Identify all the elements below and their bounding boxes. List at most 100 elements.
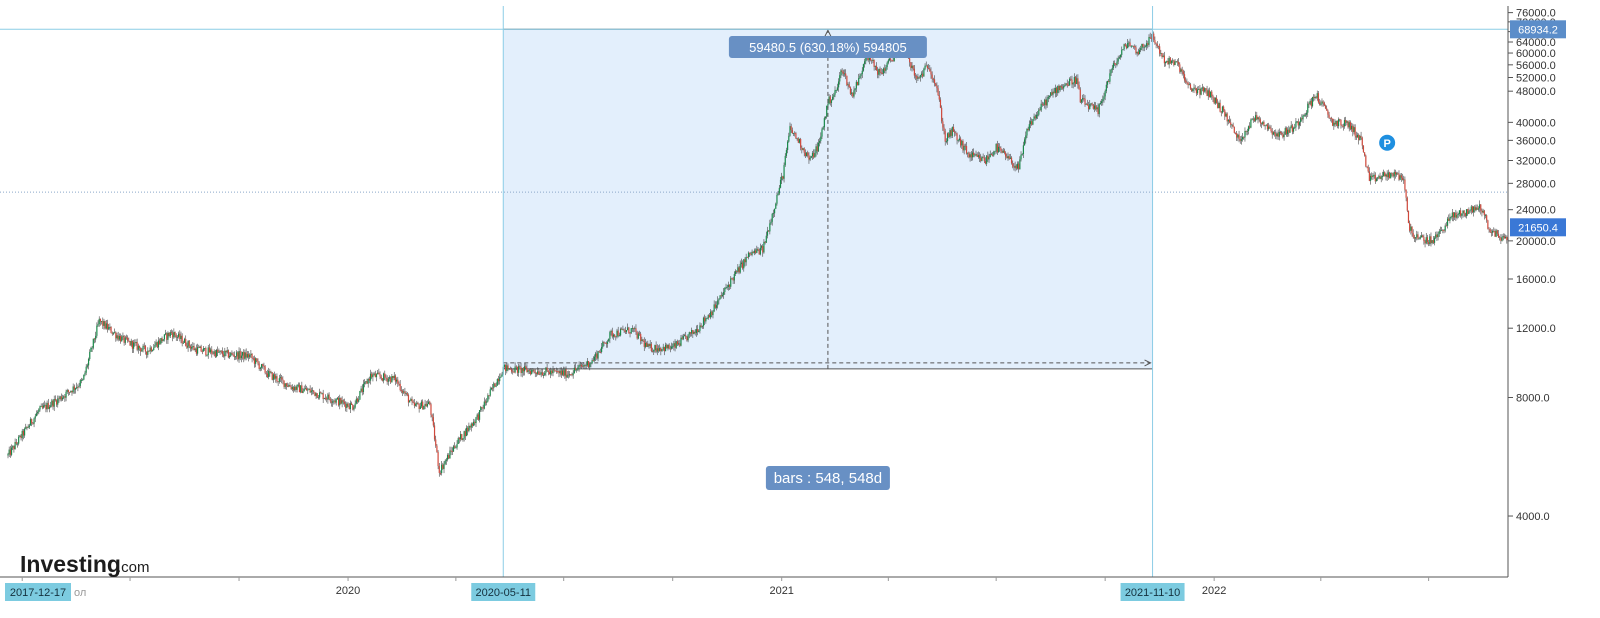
candle-body (572, 373, 574, 376)
candle-body (654, 345, 656, 351)
candle-body (1215, 97, 1218, 104)
candle-body (564, 369, 566, 376)
candle-body (1183, 74, 1186, 81)
candle-body (1217, 103, 1219, 109)
candle-body (1079, 89, 1081, 103)
candle-body (557, 371, 559, 372)
candle-body (1019, 159, 1021, 170)
candle-body (834, 90, 836, 95)
candle-body (941, 107, 943, 122)
candle-body (132, 342, 135, 349)
candle-body (154, 344, 156, 348)
candle-body (688, 332, 690, 335)
candle-body (143, 345, 145, 347)
candle-body (1446, 218, 1449, 226)
candle-body (785, 150, 788, 156)
candle-body (779, 179, 782, 188)
candle-body (589, 364, 591, 368)
candle-body (1494, 231, 1496, 237)
candle-body (1268, 126, 1270, 130)
candle-body (714, 304, 716, 308)
candle-body (821, 129, 823, 137)
candle-body (198, 347, 200, 349)
candle-body (830, 100, 833, 103)
candle-body (445, 459, 447, 461)
candle-body (381, 378, 384, 381)
candle-body (179, 333, 181, 340)
candle-body (255, 358, 257, 364)
candle-body (69, 391, 71, 393)
candle-body (1135, 47, 1137, 54)
candle-body (16, 443, 19, 445)
candle-body (678, 343, 680, 345)
candle-body (1439, 230, 1442, 232)
candle-body (931, 74, 933, 79)
candle-body (963, 145, 965, 151)
candle-body (1164, 61, 1167, 64)
candle-body (272, 374, 275, 380)
candle-body (103, 321, 105, 326)
candle-body (809, 157, 811, 160)
candle-body (393, 375, 395, 379)
candle-body (93, 338, 96, 340)
candle-body (345, 403, 347, 408)
candle-body (240, 355, 243, 359)
candle-body (491, 387, 494, 389)
candle-body (1400, 175, 1402, 178)
candle-body (510, 369, 513, 372)
candle-body (365, 381, 367, 383)
candle-body (50, 405, 52, 407)
candle-body (772, 213, 775, 215)
candle-body (646, 342, 648, 347)
candle-body (207, 347, 209, 356)
candle-body (257, 360, 259, 364)
candle-body (1300, 118, 1302, 123)
candle-body (146, 351, 148, 355)
candle-body (618, 335, 620, 337)
candle-body (443, 463, 445, 469)
candle-body (313, 390, 315, 392)
candle-body (18, 436, 20, 444)
candle-body (705, 318, 707, 322)
candle-body (227, 350, 229, 358)
candle-body (647, 344, 649, 347)
candle-body (308, 388, 310, 390)
candle-body (374, 373, 376, 378)
candle-body (61, 397, 64, 400)
candle-body (380, 376, 382, 379)
candle-body (700, 325, 702, 327)
candle-body (1016, 163, 1019, 169)
candle-body (788, 135, 790, 142)
candle-body (977, 155, 979, 157)
candle-body (423, 405, 425, 410)
candle-body (841, 70, 843, 72)
candle-body (832, 96, 834, 101)
candle-body (398, 383, 400, 385)
candle-body (612, 334, 615, 337)
candle-body (460, 434, 462, 440)
candle-body (692, 330, 694, 334)
candle-body (123, 335, 125, 343)
candle-body (41, 406, 43, 408)
candle-body (375, 374, 378, 378)
candle-body (390, 377, 392, 383)
candle-body (777, 193, 779, 195)
candle-body (752, 251, 754, 253)
candle-body (63, 396, 65, 398)
candle-body (611, 330, 613, 337)
candle-body (1141, 43, 1143, 49)
candle-body (989, 154, 991, 158)
candle-body (865, 56, 867, 62)
candle-body (791, 130, 793, 134)
candle-body (991, 154, 994, 156)
candle-body (720, 295, 722, 297)
candle-body (559, 370, 561, 374)
candle-body (1082, 98, 1084, 100)
candle-body (1384, 172, 1386, 177)
candle-body (893, 56, 895, 62)
candle-body (204, 348, 206, 349)
candle-body (988, 157, 990, 160)
candle-body (178, 333, 180, 337)
